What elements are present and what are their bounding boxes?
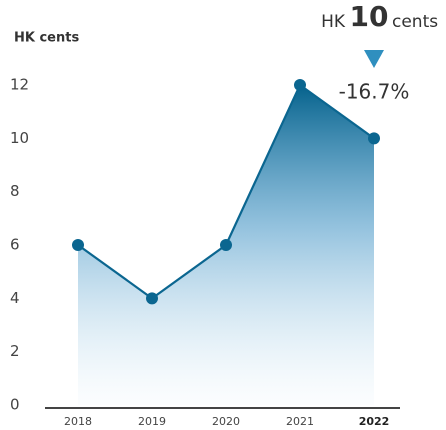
- x-tick-label: 2019: [138, 415, 166, 428]
- point: [72, 239, 84, 251]
- change-label: -16.7%: [339, 80, 410, 104]
- point: [220, 239, 232, 251]
- x-tick-label: 2021: [286, 415, 314, 428]
- down-arrow: [364, 50, 384, 68]
- x-tick-label: 2020: [212, 415, 240, 428]
- y-tick-label: 10: [10, 129, 29, 147]
- point: [368, 132, 380, 145]
- y-tick-label: 12: [10, 76, 29, 94]
- y-tick-label: 6: [10, 236, 20, 254]
- headline-prefix: HK: [321, 12, 346, 32]
- point: [294, 79, 306, 91]
- x-tick-label: 2022: [359, 415, 390, 428]
- y-tick-label: 8: [10, 182, 20, 200]
- headline-value: 10: [350, 0, 389, 33]
- y-tick-label: 0: [10, 396, 20, 414]
- y-axis-label: HK cents: [14, 31, 79, 46]
- x-tick-label: 2018: [64, 415, 92, 428]
- y-tick-label: 2: [10, 342, 20, 360]
- headline-unit: cents: [392, 12, 438, 32]
- point: [146, 292, 158, 305]
- y-tick-label: 4: [10, 289, 20, 307]
